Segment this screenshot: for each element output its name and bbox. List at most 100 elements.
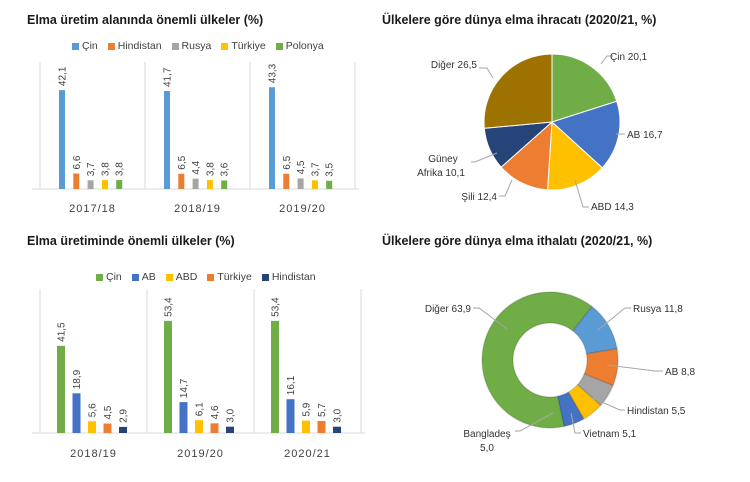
bar-hindistan xyxy=(178,173,185,189)
leader-line xyxy=(473,307,508,330)
export-pie-panel: Ülkelere göre dünya elma ihracatı (2020/… xyxy=(375,0,750,225)
leader-line xyxy=(600,55,613,65)
bar-abd xyxy=(302,420,310,433)
bar-abd xyxy=(88,421,96,433)
bar-value-label: 5,6 xyxy=(88,403,99,417)
leader-line xyxy=(515,412,554,432)
leader-line xyxy=(597,307,631,331)
slice-label: Diğer 26,5 xyxy=(431,60,478,71)
slice-abd xyxy=(546,120,603,191)
bar-value-label: 3,5 xyxy=(325,162,336,176)
bar-value-label: 4,4 xyxy=(191,160,202,174)
slice-label: AB 16,7 xyxy=(627,130,663,141)
bar-value-label: 3,7 xyxy=(86,162,97,176)
leader-line xyxy=(499,179,513,197)
bar-value-label: 6,6 xyxy=(72,155,83,169)
slice-diğer xyxy=(483,53,553,129)
bar-çin xyxy=(269,87,275,189)
bar-çin xyxy=(164,320,172,433)
import-donut-title: Ülkelere göre dünya elma ithalatı (2020/… xyxy=(382,234,653,248)
slice-label: Güney xyxy=(428,154,457,165)
legend-item-turkiye: Türkiye xyxy=(221,40,266,52)
slice-ab xyxy=(551,100,621,169)
bar-hindistan xyxy=(119,426,127,433)
slice-label: Bangladeş xyxy=(463,429,510,440)
export-pie-plot: Çin 20,1 AB 16,7 ABD 14,3 Şili 12,4 Güney Afr… xyxy=(417,52,663,213)
bar-çin xyxy=(57,345,65,433)
area-chart-panel: Elma üretim alanında önemli ülkeler (%) … xyxy=(0,0,375,225)
slice-label: Diğer 63,9 xyxy=(425,304,472,315)
category-label: 2020/21 xyxy=(284,448,331,460)
bar-çin xyxy=(59,90,65,189)
leader-line xyxy=(570,412,581,434)
legend-item-ab: AB xyxy=(131,271,156,283)
bar-value-label: 3,7 xyxy=(310,162,321,176)
bar-value-label: 3,8 xyxy=(115,162,126,176)
slice-label: 5,0 xyxy=(480,443,494,454)
category-label: 2017/18 xyxy=(69,203,116,215)
slice-label: Şili 12,4 xyxy=(461,192,497,203)
legend-item-abd: ABD xyxy=(165,271,197,283)
slice-label: Afrika 10,1 xyxy=(417,168,465,179)
bar-value-label: 3,0 xyxy=(333,408,344,422)
bar-value-label: 4,5 xyxy=(296,160,307,174)
bar-türkiye xyxy=(317,421,326,433)
legend-item-polonya: Polonya xyxy=(275,40,324,52)
bar-value-label: 16,1 xyxy=(286,375,297,395)
bar-türkiye xyxy=(206,180,213,189)
leader-line xyxy=(471,152,498,163)
slice-çin xyxy=(551,53,618,123)
legend-item-cin: Çin xyxy=(72,40,98,52)
production-chart-legend: Çin AB ABD Türkiye Hindistan xyxy=(96,271,316,283)
slice-vietnam xyxy=(567,383,602,421)
export-pie-title: Ülkelere göre dünya elma ihracatı (2020/… xyxy=(382,13,657,27)
bar-value-label: 4,6 xyxy=(210,405,221,419)
bar-value-label: 6,5 xyxy=(177,155,188,169)
legend-item-hindistan: Hindistan xyxy=(261,271,316,283)
leader-line xyxy=(479,67,494,79)
bar-rusya xyxy=(192,178,199,189)
area-chart-legend: Çin Hindistan Rusya Türkiye Polonya xyxy=(72,40,324,52)
bar-value-label: 14,7 xyxy=(179,378,190,398)
bar-türkiye xyxy=(103,423,112,433)
production-chart-title: Elma üretiminde önemli ülkeler (%) xyxy=(27,234,235,248)
bar-polonya xyxy=(326,180,333,189)
bar-value-label: 3,8 xyxy=(205,162,216,176)
bar-value-label: 6,1 xyxy=(195,402,206,416)
bar-polonya xyxy=(116,180,123,189)
area-chart-title: Elma üretim alanında önemli ülkeler (%) xyxy=(27,13,264,27)
bar-value-label: 2,9 xyxy=(119,409,130,423)
legend-item-cin: Çin xyxy=(96,271,122,283)
bar-value-label: 41,7 xyxy=(163,67,174,87)
bar-çin xyxy=(164,91,170,189)
import-donut-plot: Rusya 11,8 AB 8,8 Hindistan 5,5 Vietnam 5,1… xyxy=(425,291,695,454)
bar-polonya xyxy=(221,180,228,189)
legend-item-hindistan: Hindistan xyxy=(107,40,162,52)
bar-value-label: 53,4 xyxy=(164,297,175,317)
bar-ab xyxy=(286,399,295,433)
bar-value-label: 3,6 xyxy=(220,162,231,176)
bar-value-label: 43,3 xyxy=(268,63,279,83)
bar-rusya xyxy=(297,178,304,189)
production-bar-plot: 41,5 18,9 5,6 4,5 2,9 2018/19 53,4 14,7 6,1 4,6 3,… xyxy=(32,289,365,460)
legend-item-turkiye: Türkiye xyxy=(207,271,252,283)
production-chart-panel: Elma üretiminde önemli ülkeler (%) Çin A… xyxy=(0,225,375,482)
bar-türkiye xyxy=(101,180,108,189)
category-label: 2019/20 xyxy=(177,448,224,460)
bar-ab xyxy=(72,393,81,433)
slice-label: Çin 20,1 xyxy=(610,52,648,63)
bar-value-label: 18,9 xyxy=(72,369,83,389)
bar-value-label: 5,9 xyxy=(302,402,313,416)
leader-line xyxy=(574,179,589,208)
bar-value-label: 42,1 xyxy=(58,66,69,86)
bar-value-label: 41,5 xyxy=(57,322,68,342)
import-donut-panel: Ülkelere göre dünya elma ithalatı (2020/… xyxy=(375,225,750,482)
slice-label: Vietnam 5,1 xyxy=(583,429,637,440)
slice-label: AB 8,8 xyxy=(665,367,695,378)
category-label: 2018/19 xyxy=(70,448,117,460)
bar-value-label: 5,7 xyxy=(317,403,328,417)
bar-hindistan xyxy=(73,173,80,189)
bar-value-label: 53,4 xyxy=(271,297,282,317)
slice-label: Hindistan 5,5 xyxy=(627,406,686,417)
